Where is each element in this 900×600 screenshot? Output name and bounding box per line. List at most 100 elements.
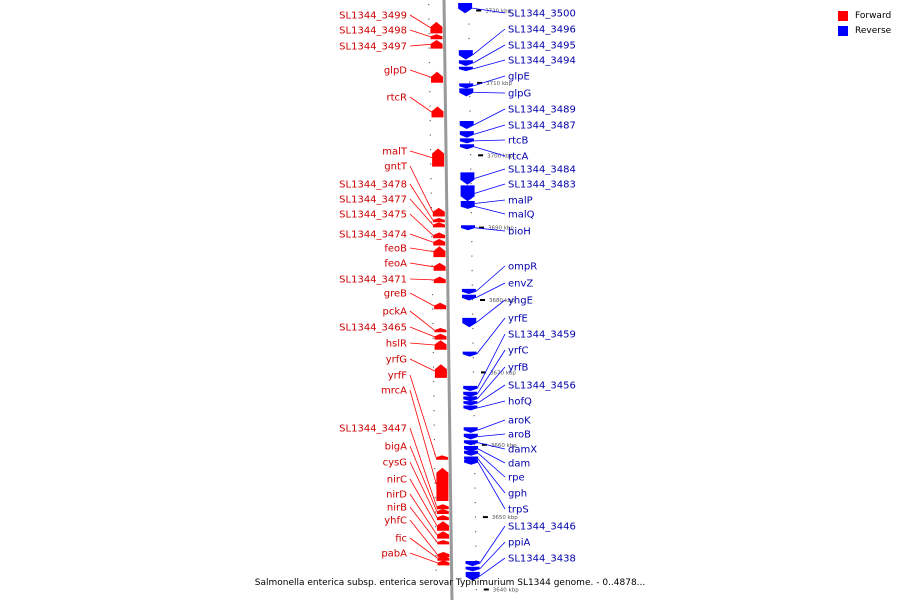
gene-feature-hofq[interactable]	[463, 405, 478, 411]
gene-feature-sl1344-3500[interactable]	[458, 3, 473, 14]
gene-feature-arok[interactable]	[463, 427, 478, 433]
gene-label-malp[interactable]: malP	[508, 196, 533, 207]
gene-label-sl1344-3465[interactable]: SL1344_3465	[339, 323, 407, 334]
gene-label-sl1344-3477[interactable]: SL1344_3477	[339, 195, 407, 206]
gene-feature-nirc[interactable]	[437, 521, 449, 531]
gene-label-biga[interactable]: bigA	[385, 442, 407, 453]
gene-feature-paba[interactable]	[437, 560, 450, 566]
gene-label-sl1344-3446[interactable]: SL1344_3446	[508, 522, 576, 533]
gene-label-sl1344-3496[interactable]: SL1344_3496	[508, 25, 576, 36]
gene-feature-sl1344-3483[interactable]	[460, 185, 475, 202]
gene-label-dam[interactable]: dam	[508, 459, 530, 470]
gene-feature-cysg[interactable]	[436, 515, 449, 521]
gene-label-sl1344-3499[interactable]: SL1344_3499	[339, 11, 407, 22]
gene-label-feoa[interactable]: feoA	[384, 259, 407, 270]
gene-label-sl1344-3495[interactable]: SL1344_3495	[508, 41, 576, 52]
gene-label-mrca[interactable]: mrcA	[381, 386, 407, 397]
gene-feature-sl1344-3487[interactable]	[459, 131, 474, 138]
gene-label-gph[interactable]: gph	[508, 489, 527, 500]
gene-feature-envz[interactable]	[462, 294, 476, 301]
gene-feature-sl1344-3447[interactable]	[436, 504, 449, 510]
gene-feature-ompr[interactable]	[461, 288, 476, 294]
gene-label-sl1344-3489[interactable]: SL1344_3489	[508, 105, 576, 116]
gene-label-rpe[interactable]: rpe	[508, 473, 525, 484]
gene-label-rtca[interactable]: rtcA	[508, 152, 529, 163]
gene-label-malq[interactable]: malQ	[508, 210, 535, 221]
gene-feature-pcka[interactable]	[434, 328, 447, 333]
gene-label-feob[interactable]: feoB	[384, 244, 407, 255]
gene-label-nirc[interactable]: nirC	[387, 475, 407, 486]
gene-feature-yrfc[interactable]	[463, 391, 478, 397]
gene-label-sl1344-3459[interactable]: SL1344_3459	[508, 330, 576, 341]
gene-feature-sl1344-3459[interactable]	[463, 385, 478, 391]
gene-label-yrff[interactable]: yrfF	[388, 371, 408, 382]
gene-feature-yrfb[interactable]	[463, 396, 478, 402]
gene-feature-sl1344-3484[interactable]	[460, 172, 475, 185]
gene-label-sl1344-3500[interactable]: SL1344_3500	[508, 9, 576, 20]
gene-feature-yrfg[interactable]	[434, 364, 447, 378]
gene-feature-trps[interactable]	[464, 459, 479, 465]
gene-label-pcka[interactable]: pckA	[383, 307, 408, 318]
gene-label-bioh[interactable]: bioH	[508, 227, 531, 238]
gene-label-sl1344-3494[interactable]: SL1344_3494	[508, 56, 576, 67]
gene-feature-mrca[interactable]	[436, 467, 449, 501]
gene-feature-sl1344-3475[interactable]	[433, 232, 446, 239]
gene-label-damx[interactable]: damX	[508, 445, 537, 456]
gene-feature-hslr[interactable]	[434, 340, 447, 350]
gene-label-sl1344-3471[interactable]: SL1344_3471	[339, 275, 407, 286]
gene-feature-yrff[interactable]	[436, 455, 449, 460]
gene-feature-rpe[interactable]	[464, 450, 478, 456]
gene-feature-malt[interactable]	[432, 148, 445, 167]
gene-feature-rtcr[interactable]	[431, 106, 444, 118]
gene-feature-sl1344-3446[interactable]	[465, 561, 480, 567]
gene-label-yrfe[interactable]: yrfE	[508, 314, 528, 325]
gene-label-sl1344-3487[interactable]: SL1344_3487	[508, 121, 576, 132]
gene-feature-sl1344-3478[interactable]	[432, 218, 445, 223]
gene-label-sl1344-3498[interactable]: SL1344_3498	[339, 26, 407, 37]
gene-feature-sl1344-3438[interactable]	[465, 571, 480, 581]
gene-feature-sl1344-3494[interactable]	[458, 66, 473, 72]
gene-label-paba[interactable]: pabA	[381, 549, 407, 560]
gene-label-yhge[interactable]: yhgE	[508, 296, 533, 307]
gene-feature-sl1344-3489[interactable]	[459, 121, 474, 129]
gene-feature-arob[interactable]	[463, 433, 478, 440]
gene-feature-damx[interactable]	[463, 440, 478, 446]
gene-feature-sl1344-3497[interactable]	[430, 40, 443, 49]
gene-feature-glpg[interactable]	[459, 88, 474, 97]
gene-feature-rtca[interactable]	[460, 144, 474, 150]
gene-label-ppia[interactable]: ppiA	[508, 538, 530, 549]
gene-label-greb[interactable]: greB	[384, 289, 407, 300]
gene-label-glpg[interactable]: glpG	[508, 89, 531, 100]
gene-label-sl1344-3484[interactable]: SL1344_3484	[508, 165, 576, 176]
gene-feature-glpd[interactable]	[431, 71, 443, 83]
gene-label-yrfb[interactable]: yrfB	[508, 363, 529, 374]
gene-label-sl1344-3447[interactable]: SL1344_3447	[339, 424, 407, 435]
gene-feature-dam[interactable]	[464, 446, 478, 452]
gene-feature-malq[interactable]	[460, 203, 475, 209]
gene-feature-greb[interactable]	[434, 302, 447, 310]
gene-feature-gntt[interactable]	[432, 207, 445, 217]
gene-label-arob[interactable]: aroB	[508, 430, 531, 441]
gene-label-sl1344-3438[interactable]: SL1344_3438	[508, 554, 576, 565]
gene-label-rtcr[interactable]: rtcR	[387, 93, 408, 104]
gene-feature-biga[interactable]	[436, 509, 449, 514]
gene-feature-sl1344-3498[interactable]	[430, 34, 443, 40]
gene-label-nirb[interactable]: nirB	[387, 503, 407, 514]
gene-label-sl1344-3474[interactable]: SL1344_3474	[339, 230, 407, 241]
gene-feature-nirb[interactable]	[437, 540, 450, 545]
gene-label-yrfc[interactable]: yrfC	[508, 346, 529, 357]
gene-feature-yhge[interactable]	[462, 317, 477, 328]
gene-label-gntt[interactable]: gntT	[384, 162, 408, 173]
gene-label-nird[interactable]: nirD	[386, 490, 407, 501]
gene-feature-sl1344-3465[interactable]	[434, 333, 447, 340]
gene-feature-glpe[interactable]	[459, 83, 474, 89]
gene-feature-nird[interactable]	[437, 531, 450, 539]
gene-feature-sl1344-3471[interactable]	[433, 276, 446, 284]
gene-feature-ppia[interactable]	[465, 566, 480, 572]
gene-label-glpd[interactable]: glpD	[384, 66, 407, 77]
gene-label-sl1344-3456[interactable]: SL1344_3456	[508, 381, 576, 392]
gene-label-sl1344-3475[interactable]: SL1344_3475	[339, 210, 407, 221]
gene-feature-feob[interactable]	[433, 246, 446, 258]
gene-label-hofq[interactable]: hofQ	[508, 397, 532, 408]
gene-label-hslr[interactable]: hslR	[386, 339, 407, 350]
